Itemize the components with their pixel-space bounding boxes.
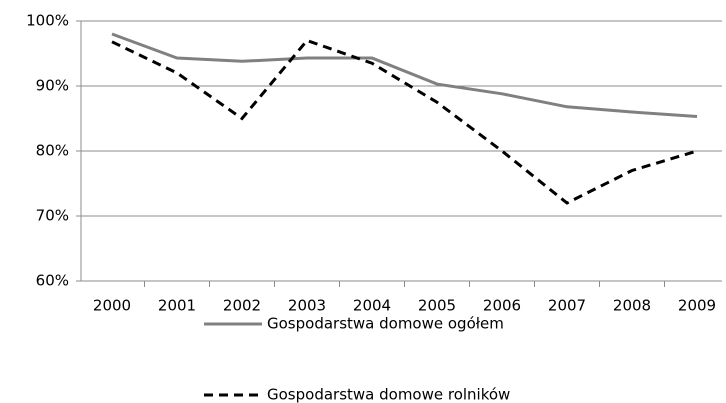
y-tick-label: 60%	[36, 272, 69, 290]
x-tick-label: 2006	[483, 297, 521, 315]
y-tick-label: 80%	[36, 142, 69, 160]
x-tick-label: 2007	[548, 297, 586, 315]
x-tick-label: 2002	[223, 297, 261, 315]
x-tick-label: 2000	[93, 297, 131, 315]
series-line	[111, 32, 698, 119]
x-tick-label: 2008	[613, 297, 651, 315]
x-tick-label: 2005	[418, 297, 456, 315]
y-tick-label: 70%	[36, 207, 69, 225]
legend-label: Gospodarstwa domowe ogółem	[267, 315, 504, 333]
legend-label: Gospodarstwa domowe rolników	[267, 386, 510, 403]
x-tick-label: 2001	[158, 297, 196, 315]
series-line	[111, 38, 698, 205]
x-tick-label: 2003	[288, 297, 326, 315]
x-tick-label: 2004	[353, 297, 391, 315]
y-tick-label: 100%	[26, 12, 69, 30]
y-tick-label: 90%	[36, 77, 69, 95]
x-tick-label: 2009	[678, 297, 716, 315]
